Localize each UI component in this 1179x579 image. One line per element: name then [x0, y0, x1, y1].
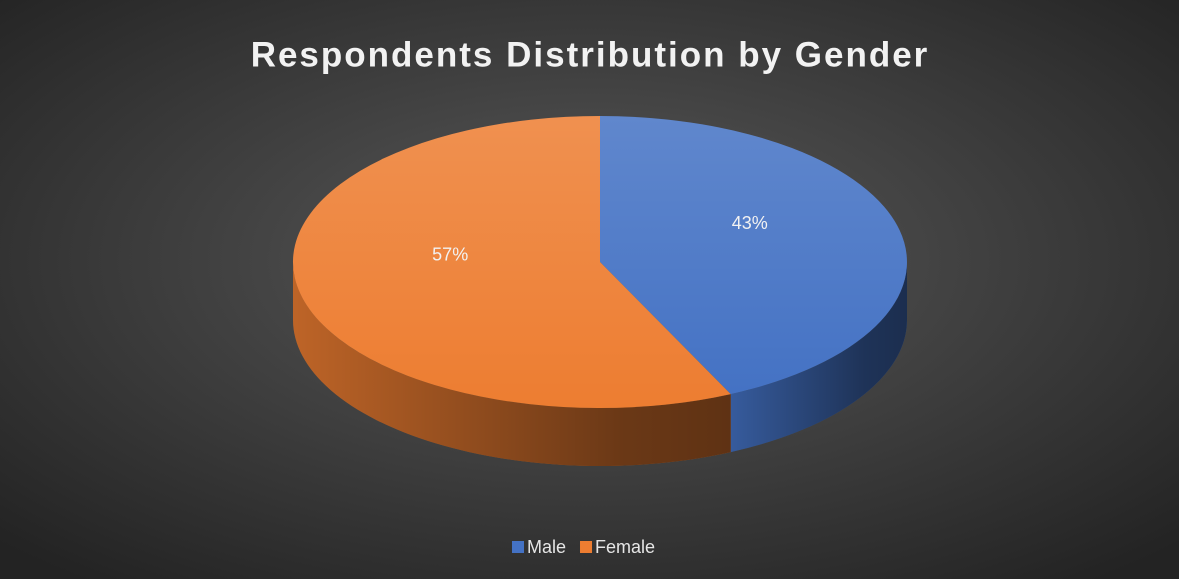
legend-swatch — [512, 541, 524, 553]
slice-gloss — [292, 115, 731, 408]
legend-swatch — [580, 541, 593, 553]
side-shade — [730, 262, 907, 453]
chart-title: Respondents Distribution by Gender — [251, 35, 930, 74]
slice-gloss — [600, 116, 907, 395]
data-label: 43% — [732, 213, 768, 233]
legend-label: Male — [527, 537, 566, 557]
data-label: 57% — [432, 245, 468, 265]
side-shade — [293, 262, 731, 466]
legend-label: Female — [595, 537, 655, 557]
